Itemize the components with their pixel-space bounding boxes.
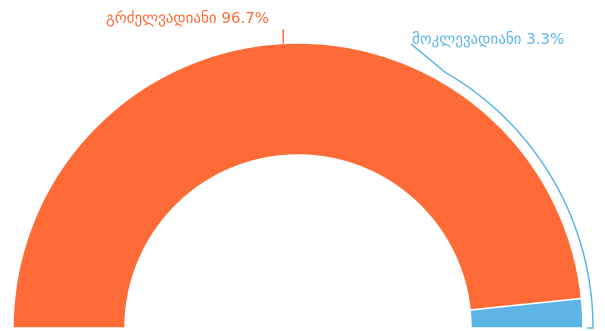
- slice-short-term: [469, 297, 584, 329]
- slice-long-term: [12, 42, 583, 329]
- slice-label-long-term: გრძელვადიანი 96.7%: [106, 9, 269, 27]
- slice-label-short-term: მოკლევადიანი 3.3%: [412, 30, 564, 48]
- leader-bracket-short-term: [410, 43, 594, 329]
